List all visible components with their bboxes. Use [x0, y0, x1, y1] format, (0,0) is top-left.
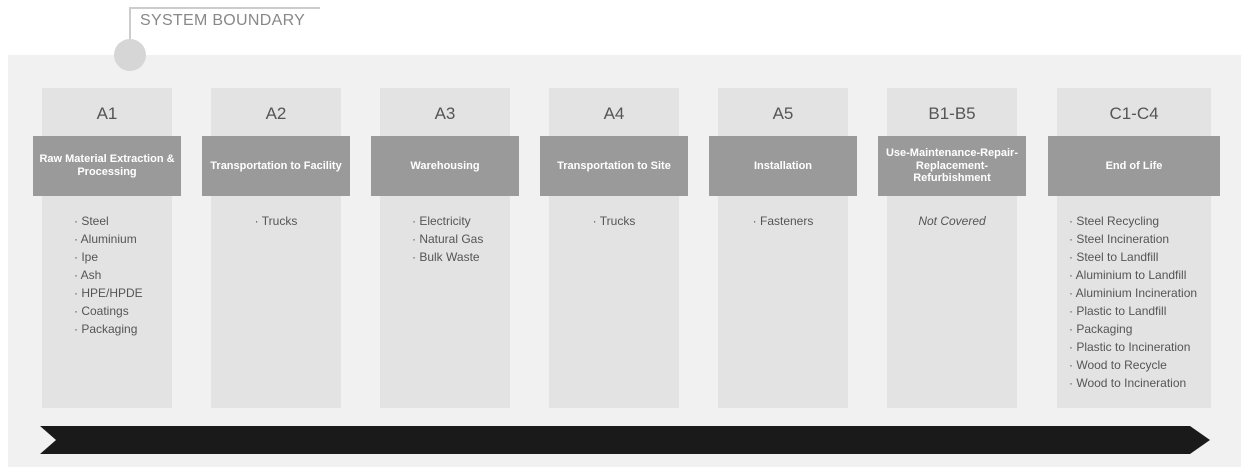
- item-list: · Steel Recycling · Steel Incineration · S…: [1057, 212, 1211, 392]
- stage-code: A2: [265, 104, 287, 123]
- stage-title: Warehousing: [371, 136, 519, 196]
- stage-title: Installation: [709, 136, 857, 196]
- item: · Fasteners: [752, 214, 814, 228]
- item: · Ash: [74, 268, 102, 282]
- item-list: · Electricity · Natural Gas · Bulk Waste: [380, 212, 510, 266]
- item: Not Covered: [918, 214, 986, 228]
- item: · Trucks: [254, 214, 298, 228]
- item-list: · Trucks: [211, 212, 341, 230]
- stage-title: Raw Material Extraction & Processing: [33, 136, 181, 196]
- item: · Packaging: [74, 322, 138, 336]
- item: · Packaging: [1069, 322, 1133, 336]
- stage-title: Transportation to Site: [540, 136, 688, 196]
- item-list: Not Covered: [887, 212, 1017, 230]
- stage-code: A1: [96, 104, 118, 123]
- item-list: · Fasteners: [718, 212, 848, 230]
- item: · Bulk Waste: [412, 250, 480, 264]
- stage-code: A3: [434, 104, 456, 123]
- item: · Steel to Landfill: [1069, 250, 1159, 264]
- stage-title: End of Life: [1048, 136, 1220, 196]
- stage-title: Use-Maintenance-Repair-Replacement-Refur…: [878, 136, 1026, 196]
- item: · Plastic to Incineration: [1069, 340, 1191, 354]
- item: · Aluminium to Landfill: [1069, 268, 1187, 282]
- item-list: · Steel · Aluminium · Ipe · Ash · HPE/HPDE · …: [42, 212, 172, 338]
- item: · Plastic to Landfill: [1069, 304, 1167, 318]
- item: · Trucks: [592, 214, 636, 228]
- item: · Electricity: [412, 214, 471, 228]
- item: · Steel Incineration: [1069, 232, 1170, 246]
- item: · Aluminium Incineration: [1069, 286, 1198, 300]
- item: · Aluminium: [74, 232, 137, 246]
- marker: [114, 39, 146, 71]
- title: SYSTEM BOUNDARY: [140, 12, 306, 29]
- bracket: [129, 7, 320, 40]
- item: · Steel: [74, 214, 109, 228]
- flow-arrow: [40, 426, 1210, 454]
- item: · Ipe: [74, 250, 99, 264]
- item: · Wood to Incineration: [1069, 376, 1187, 390]
- stage-code: B1-B5: [928, 104, 976, 123]
- stage-title: Transportation to Facility: [202, 136, 350, 196]
- item: · HPE/HPDE: [74, 286, 143, 300]
- stage-code: A4: [603, 104, 625, 123]
- item: · Steel Recycling: [1069, 214, 1160, 228]
- item: · Wood to Recycle: [1069, 358, 1167, 372]
- stage-code: C1-C4: [1109, 104, 1159, 123]
- stage-code: A5: [772, 104, 794, 123]
- item: · Coatings: [74, 304, 129, 318]
- item-list: · Trucks: [549, 212, 679, 230]
- item: · Natural Gas: [412, 232, 484, 246]
